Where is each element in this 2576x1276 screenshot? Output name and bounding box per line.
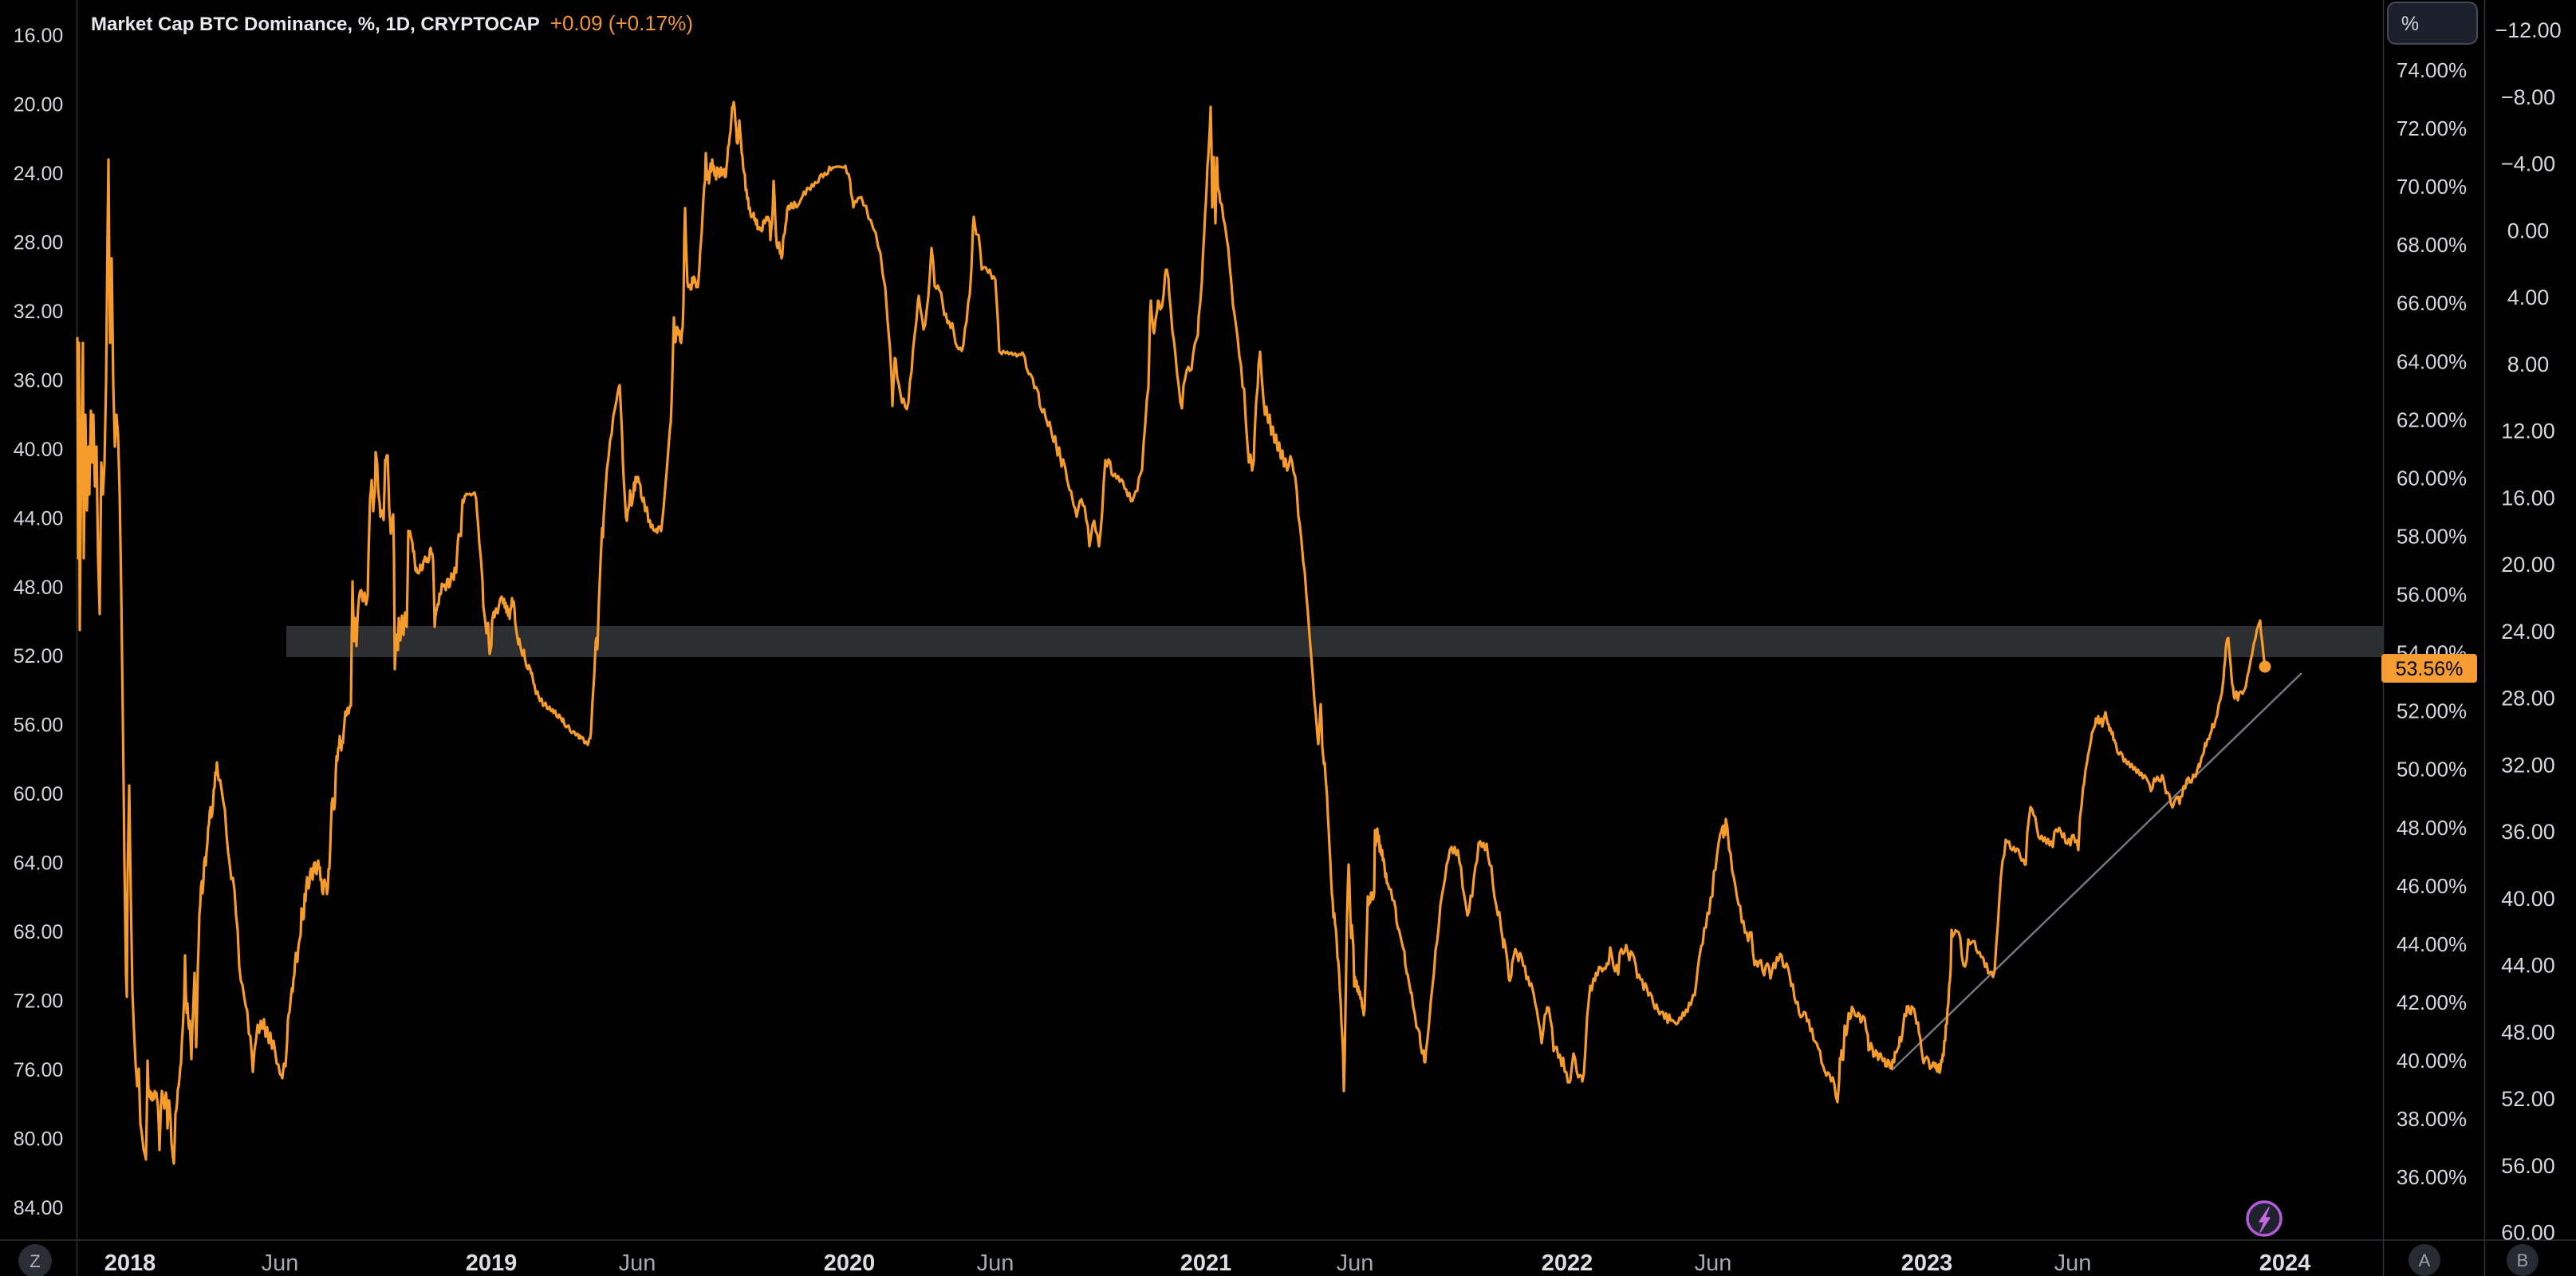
svg-text:32.00: 32.00 (2501, 753, 2555, 777)
svg-text:50.00%: 50.00% (2397, 758, 2467, 782)
svg-text:16.00: 16.00 (2501, 486, 2555, 510)
svg-text:Z: Z (30, 1251, 40, 1271)
svg-text:2021: 2021 (1180, 1250, 1232, 1276)
svg-text:40.00: 40.00 (2501, 887, 2555, 911)
svg-text:44.00: 44.00 (14, 507, 64, 530)
svg-text:58.00%: 58.00% (2397, 525, 2467, 549)
svg-text:68.00%: 68.00% (2397, 233, 2467, 257)
svg-text:42.00%: 42.00% (2397, 990, 2467, 1014)
svg-text:60.00: 60.00 (14, 783, 64, 805)
svg-text:46.00%: 46.00% (2397, 874, 2467, 898)
svg-text:12.00: 12.00 (2501, 419, 2555, 443)
svg-text:62.00%: 62.00% (2397, 408, 2467, 431)
svg-text:53.56%: 53.56% (2396, 658, 2464, 680)
svg-text:2022: 2022 (1542, 1250, 1593, 1276)
svg-text:Jun: Jun (262, 1250, 299, 1276)
svg-text:−8.00: −8.00 (2501, 85, 2555, 109)
svg-text:40.00: 40.00 (14, 439, 64, 461)
svg-text:20.00: 20.00 (2501, 553, 2555, 577)
svg-text:72.00%: 72.00% (2397, 116, 2467, 140)
svg-text:64.00: 64.00 (14, 853, 64, 875)
svg-text:36.00: 36.00 (2501, 820, 2555, 844)
svg-text:80.00: 80.00 (14, 1128, 64, 1151)
svg-text:32.00: 32.00 (14, 301, 64, 323)
svg-text:36.00%: 36.00% (2397, 1165, 2467, 1189)
svg-text:52.00: 52.00 (2501, 1087, 2555, 1111)
svg-text:44.00%: 44.00% (2397, 932, 2467, 956)
svg-text:28.00: 28.00 (14, 231, 64, 254)
svg-text:56.00: 56.00 (2501, 1154, 2555, 1178)
svg-text:2020: 2020 (824, 1250, 876, 1276)
svg-text:84.00: 84.00 (14, 1197, 64, 1219)
svg-text:20.00: 20.00 (14, 94, 64, 116)
svg-text:40.00%: 40.00% (2397, 1049, 2467, 1073)
svg-text:B: B (2517, 1250, 2529, 1270)
svg-text:−4.00: −4.00 (2501, 152, 2555, 176)
svg-text:4.00: 4.00 (2507, 286, 2550, 309)
svg-text:60.00: 60.00 (2501, 1221, 2555, 1245)
svg-text:Jun: Jun (1695, 1250, 1732, 1276)
svg-text:%: % (2401, 13, 2419, 35)
svg-text:48.00: 48.00 (14, 577, 64, 599)
svg-text:Jun: Jun (977, 1250, 1014, 1276)
svg-text:48.00%: 48.00% (2397, 816, 2467, 840)
svg-text:38.00%: 38.00% (2397, 1107, 2467, 1131)
svg-text:44.00: 44.00 (2501, 954, 2555, 978)
svg-text:52.00%: 52.00% (2397, 699, 2467, 723)
svg-text:Jun: Jun (2054, 1250, 2092, 1276)
svg-text:16.00: 16.00 (14, 25, 64, 47)
svg-text:2024: 2024 (2259, 1250, 2311, 1276)
svg-text:60.00%: 60.00% (2397, 466, 2467, 490)
svg-text:2018: 2018 (104, 1250, 156, 1276)
svg-text:56.00: 56.00 (14, 715, 64, 737)
svg-text:70.00%: 70.00% (2397, 175, 2467, 199)
svg-text:64.00%: 64.00% (2397, 349, 2467, 373)
svg-text:66.00%: 66.00% (2397, 291, 2467, 315)
svg-text:8.00: 8.00 (2507, 352, 2550, 376)
svg-text:56.00%: 56.00% (2397, 583, 2467, 607)
svg-text:24.00: 24.00 (14, 163, 64, 185)
svg-text:28.00: 28.00 (2501, 687, 2555, 711)
svg-text:Market Cap BTC Dominance, %, 1: Market Cap BTC Dominance, %, 1D, CRYPTOC… (91, 11, 693, 35)
svg-text:74.00%: 74.00% (2397, 58, 2467, 82)
svg-text:52.00: 52.00 (14, 645, 64, 668)
svg-text:72.00: 72.00 (14, 990, 64, 1013)
svg-text:48.00: 48.00 (2501, 1020, 2555, 1044)
svg-text:2019: 2019 (466, 1250, 518, 1276)
svg-text:Jun: Jun (1337, 1250, 1374, 1276)
svg-text:24.00: 24.00 (2501, 620, 2555, 644)
svg-text:2023: 2023 (1901, 1250, 1953, 1276)
svg-text:36.00: 36.00 (14, 369, 64, 392)
svg-text:68.00: 68.00 (14, 921, 64, 943)
svg-text:A: A (2419, 1250, 2431, 1270)
svg-text:76.00: 76.00 (14, 1059, 64, 1081)
svg-text:Jun: Jun (619, 1250, 656, 1276)
svg-text:−12.00: −12.00 (2495, 18, 2561, 42)
svg-text:0.00: 0.00 (2507, 219, 2550, 242)
